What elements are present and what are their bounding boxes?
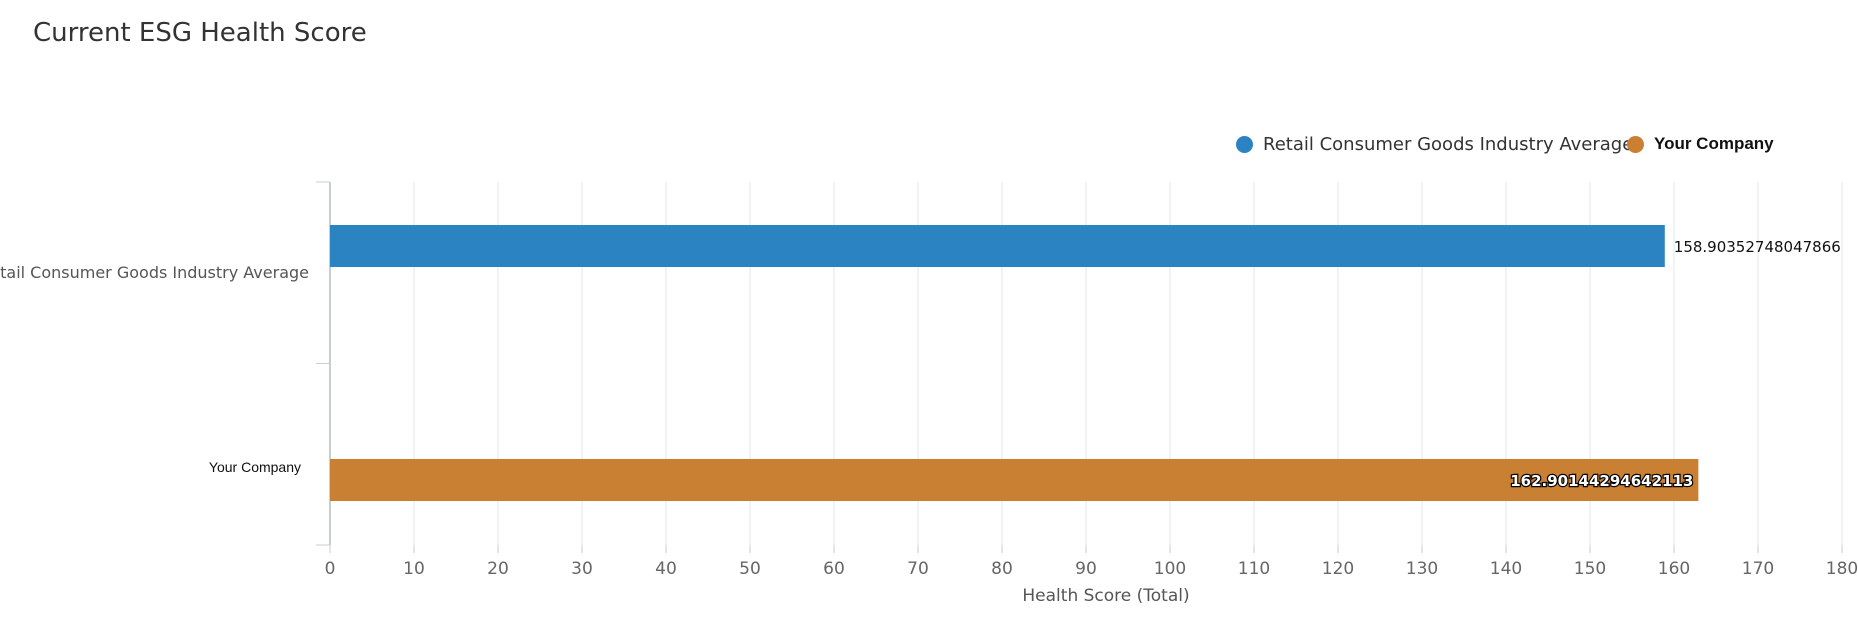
x-tick-label: 180 <box>1826 559 1858 579</box>
x-tick-label: 120 <box>1322 559 1354 579</box>
y-category-label: Retail Consumer Goods Industry Average <box>0 263 309 282</box>
legend-label-industry-average: Retail Consumer Goods Industry Average <box>1263 134 1634 155</box>
legend-item-industry-average[interactable]: Retail Consumer Goods Industry Average <box>1236 134 1633 155</box>
x-tick-label: 10 <box>403 559 425 579</box>
y-category-label: Your Company <box>209 459 301 475</box>
page-title: Current ESG Health Score <box>33 18 367 48</box>
bar <box>330 459 1699 501</box>
legend-item-your-company[interactable]: Your Company <box>1627 134 1774 154</box>
x-tick-label: 50 <box>739 559 761 579</box>
x-tick-label: 140 <box>1490 559 1522 579</box>
x-tick-label: 100 <box>1154 559 1186 579</box>
chart-legend: Retail Consumer Goods Industry Average Y… <box>0 134 1858 164</box>
x-tick-label: 40 <box>655 559 677 579</box>
data-label: 158.90352748047866 <box>1674 238 1841 256</box>
x-tick-label: 160 <box>1658 559 1690 579</box>
legend-swatch-your-company <box>1627 135 1644 153</box>
x-tick-label: 60 <box>823 559 845 579</box>
x-tick-label: 130 <box>1406 559 1438 579</box>
legend-swatch-industry-average <box>1236 136 1253 153</box>
data-label: 162.90144294642113 <box>1510 472 1693 490</box>
x-tick-label: 90 <box>1075 559 1097 579</box>
x-axis-title: Health Score (Total) <box>1022 586 1189 606</box>
x-tick-label: 30 <box>571 559 593 579</box>
x-tick-label: 0 <box>325 559 336 579</box>
bar <box>330 225 1665 267</box>
x-tick-label: 20 <box>487 559 509 579</box>
x-tick-label: 150 <box>1574 559 1606 579</box>
x-tick-label: 80 <box>991 559 1013 579</box>
legend-label-your-company: Your Company <box>1654 134 1774 153</box>
x-tick-label: 110 <box>1238 559 1270 579</box>
x-tick-label: 170 <box>1742 559 1774 579</box>
x-tick-label: 70 <box>907 559 929 579</box>
